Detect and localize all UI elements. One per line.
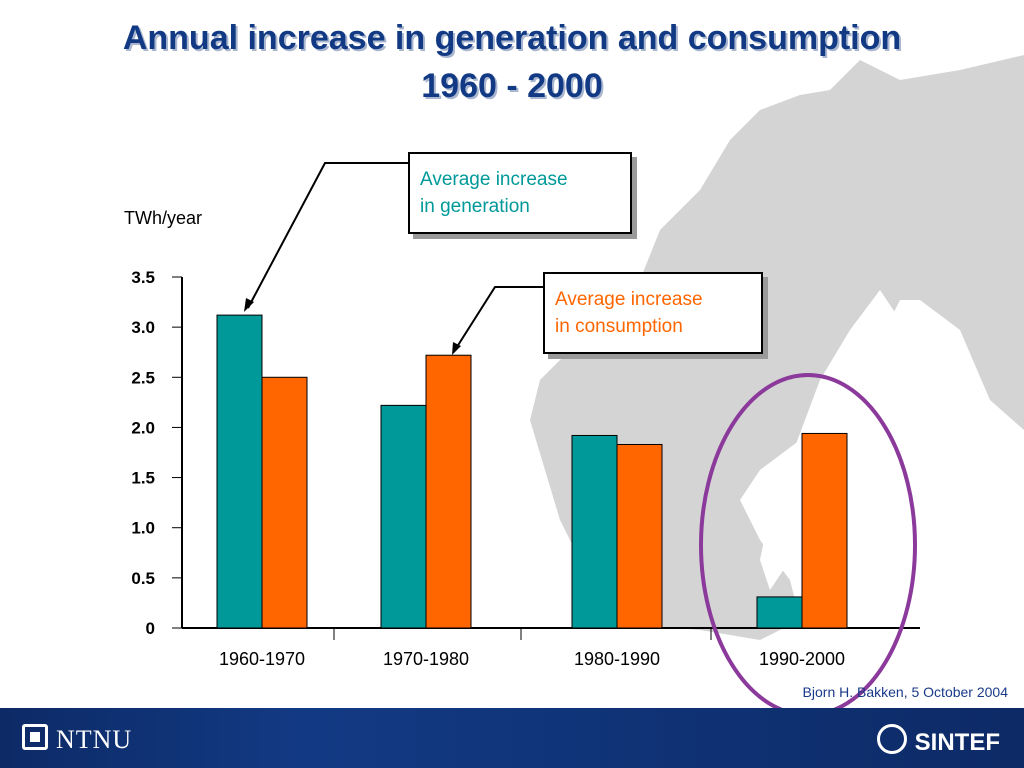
y-tick-label: 3.5 [131,268,155,287]
sintef-logo: SINTEF [876,724,1000,757]
y-tick-label: 0 [146,619,155,638]
y-tick-label: 1.0 [131,519,155,538]
x-tick-label: 1970-1980 [383,649,469,669]
ntnu-logo-text: NTNU [56,725,133,754]
author-credit: Bjorn H. Bakken, 5 October 2004 [802,684,1008,700]
y-tick-label: 2.5 [131,368,155,387]
sintef-logo-text: SINTEF [914,729,1000,756]
bar-consumption [261,376,308,629]
callout-consumption: Average increase in consumption [543,272,763,354]
callout-generation-arrowhead [244,298,254,312]
x-tick-label: 1980-1990 [574,649,660,669]
y-axis-unit-label: TWh/year [124,208,203,228]
x-tick-label: 1960-1970 [219,649,305,669]
y-tick-label: 1.5 [131,469,155,488]
chart-title-line2: 1960 - 2000 [421,67,603,105]
ntnu-logo: NTNU [22,724,132,755]
bar-generation [571,434,618,629]
callout-generation-line1: Average increase [420,169,568,190]
callout-generation: Average increase in generation [408,152,632,234]
callout-consumption-line2: in consumption [555,316,683,337]
callout-consumption-leader [454,286,543,351]
bar-consumption [616,443,663,629]
chart-title-line1: Annual increase in generation and consum… [122,19,902,57]
bar-generation [756,596,803,629]
footer-bar: NTNU SINTEF [0,708,1024,768]
bar-consumption [801,432,848,629]
bar-generation [380,404,427,629]
y-tick-label: 0.5 [131,569,155,588]
ntnu-square-icon [22,724,48,750]
bar-generation [216,314,263,629]
x-tick-label: 1990-2000 [759,649,845,669]
callout-consumption-arrowhead [452,342,461,355]
callout-generation-leader [247,162,408,309]
sintef-circle-icon [876,724,907,754]
y-tick-label: 3.0 [131,318,155,337]
callout-consumption-line1: Average increase [555,289,703,310]
callout-generation-line2: in generation [420,196,530,217]
bar-consumption [425,354,472,629]
y-tick-label: 2.0 [131,418,155,437]
